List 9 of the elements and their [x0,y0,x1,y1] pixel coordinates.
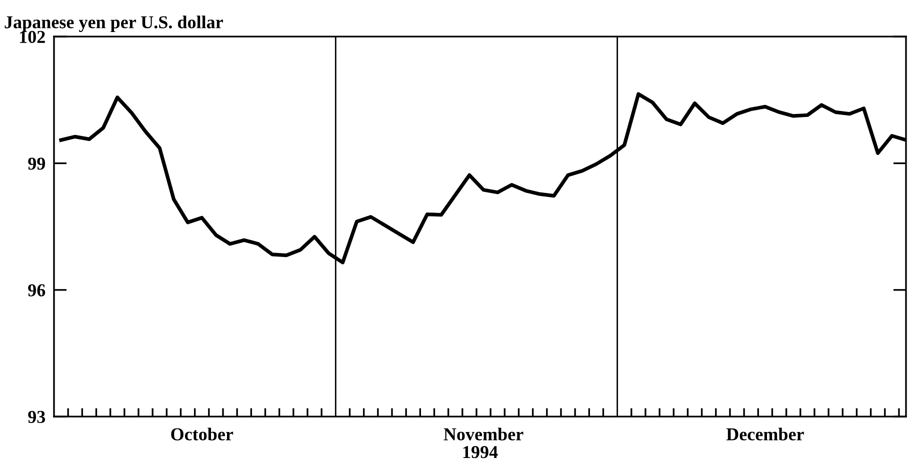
y-tick-label: 102 [20,30,45,44]
x-axis-title: 1994 [463,446,498,458]
x-tick-label: October [171,428,234,440]
x-tick-label: December [726,428,804,440]
y-axis-title: Japanese yen per U.S. dollar [4,16,223,32]
y-tick-label: 96 [28,284,46,296]
y-tick-label: 93 [28,410,46,424]
y-tick-label: 99 [28,158,46,170]
x-tick-label: November [444,428,524,440]
